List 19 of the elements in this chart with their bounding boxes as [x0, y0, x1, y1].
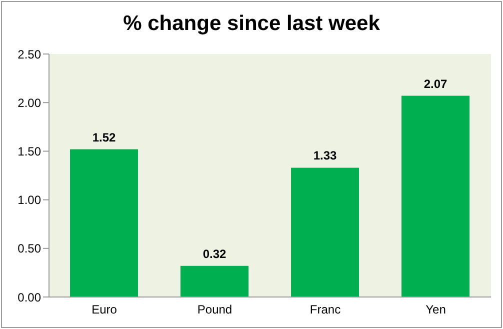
- data-label: 2.07: [424, 76, 448, 91]
- bar: [291, 168, 359, 297]
- y-tick-label: 0.00: [18, 290, 42, 304]
- x-tick-label: Franc: [310, 302, 341, 317]
- data-label: 1.33: [313, 148, 337, 163]
- data-label: 0.32: [202, 246, 226, 261]
- bar: [402, 96, 470, 297]
- y-tick-label: 2.50: [18, 47, 42, 62]
- bar: [180, 266, 248, 297]
- y-tick-label: 1.50: [18, 144, 42, 158]
- x-tick-label: Yen: [426, 302, 446, 317]
- bar: [70, 149, 138, 297]
- data-label: 1.52: [92, 130, 116, 144]
- y-tick-label: 2.00: [18, 96, 42, 110]
- x-tick-label: Euro: [92, 302, 118, 317]
- y-tick-label: 0.50: [18, 242, 42, 256]
- x-tick-label: Pound: [197, 302, 232, 317]
- chart-title: % change since last week: [122, 12, 381, 36]
- y-tick-label: 1.00: [18, 193, 42, 208]
